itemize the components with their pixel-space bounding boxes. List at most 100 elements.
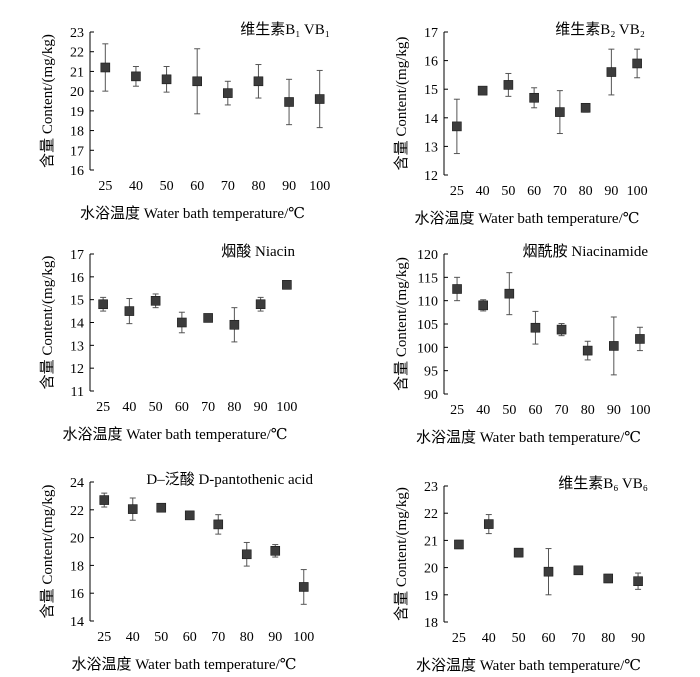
x-tick-label: 25 <box>452 631 466 646</box>
x-tick-label: 25 <box>450 184 464 199</box>
data-point-marker <box>452 284 462 294</box>
x-tick-label: 90 <box>268 630 282 645</box>
x-tick-label: 80 <box>581 403 595 418</box>
x-tick-label: 50 <box>160 179 174 194</box>
x-tick-label: 70 <box>211 630 225 645</box>
y-tick-label: 14 <box>424 112 438 127</box>
data-point-marker <box>156 502 167 513</box>
y-tick-label: 90 <box>424 388 438 403</box>
data-point-marker <box>284 97 294 107</box>
data-point-marker <box>255 299 266 310</box>
y-tick-label: 15 <box>70 294 84 309</box>
data-point-marker <box>177 317 187 328</box>
x-tick-label: 100 <box>276 400 297 415</box>
x-tick-label: 40 <box>126 630 140 645</box>
y-tick-label: 24 <box>70 476 84 491</box>
data-point-marker <box>131 71 141 82</box>
y-tick-label: 12 <box>424 169 438 184</box>
x-tick-label: 90 <box>282 179 296 194</box>
data-point-marker <box>606 67 617 77</box>
data-point-marker <box>513 547 524 558</box>
y-tick-label: 19 <box>70 105 84 120</box>
data-point-marker <box>192 76 202 87</box>
data-point-marker <box>633 576 643 587</box>
data-point-marker <box>100 62 111 73</box>
x-tick-label: 100 <box>629 403 650 418</box>
x-tick-label: 70 <box>571 631 585 646</box>
panel-6-x-axis-title: 水浴温度 Water bath temperature/℃ <box>416 657 641 674</box>
data-point-marker <box>223 88 233 98</box>
data-point-marker <box>477 85 488 96</box>
x-tick-label: 40 <box>129 179 143 194</box>
panel-3-title: 烟酸 Niacin <box>221 243 295 260</box>
data-point-marker <box>503 80 514 90</box>
x-tick-label: 60 <box>175 400 189 415</box>
panel-4-title: 烟酰胺 Niacinamide <box>523 243 649 260</box>
y-tick-label: 21 <box>424 534 438 549</box>
data-point-marker <box>127 504 138 514</box>
x-tick-label: 40 <box>476 184 490 199</box>
data-point-marker <box>241 549 252 560</box>
y-tick-label: 17 <box>70 248 84 263</box>
data-point-marker <box>603 573 614 584</box>
x-tick-label: 80 <box>601 631 615 646</box>
y-tick-label: 17 <box>70 144 84 159</box>
data-point-marker <box>98 299 108 310</box>
y-tick-label: 19 <box>424 589 438 604</box>
x-tick-label: 50 <box>512 631 526 646</box>
data-point-marker <box>580 102 591 113</box>
y-tick-label: 20 <box>70 532 84 547</box>
x-tick-label: 70 <box>201 400 215 415</box>
y-tick-label: 14 <box>70 317 84 332</box>
data-point-marker <box>298 582 309 592</box>
y-tick-label: 18 <box>70 125 84 140</box>
x-tick-label: 25 <box>450 403 464 418</box>
data-point-marker <box>150 296 161 306</box>
data-point-marker <box>213 519 224 530</box>
x-tick-label: 100 <box>309 179 330 194</box>
panel-2-title: 维生素B₂ VB₂ <box>555 21 645 38</box>
y-tick-label: 23 <box>70 26 84 41</box>
x-tick-label: 90 <box>631 631 645 646</box>
data-point-marker <box>504 288 515 299</box>
data-point-marker <box>556 324 567 335</box>
x-tick-label: 50 <box>149 400 163 415</box>
y-tick-label: 120 <box>417 248 438 263</box>
data-point-marker <box>161 74 172 85</box>
y-tick-label: 13 <box>70 339 84 354</box>
panel-4-x-axis-title: 水浴温度 Water bath temperature/℃ <box>416 429 641 446</box>
x-tick-label: 100 <box>627 184 648 199</box>
y-tick-label: 110 <box>418 295 438 310</box>
data-point-marker <box>478 300 488 311</box>
y-tick-label: 18 <box>70 559 84 574</box>
x-tick-label: 70 <box>553 184 567 199</box>
x-tick-label: 40 <box>482 631 496 646</box>
x-tick-label: 80 <box>251 179 265 194</box>
panel-6-title: 维生素B₆ VB₆ <box>558 475 648 492</box>
panel-2-y-axis-title: 含量 Content/(mg/kg) <box>393 37 410 171</box>
data-point-marker <box>543 566 554 577</box>
y-tick-label: 17 <box>424 26 438 41</box>
data-point-marker <box>555 107 565 117</box>
x-tick-label: 90 <box>607 403 621 418</box>
y-tick-label: 105 <box>417 318 438 333</box>
x-tick-label: 50 <box>502 403 516 418</box>
y-tick-label: 21 <box>70 65 84 80</box>
data-point-marker <box>573 565 584 576</box>
y-tick-label: 20 <box>424 562 438 577</box>
y-tick-label: 115 <box>418 271 438 286</box>
y-tick-label: 18 <box>424 616 438 631</box>
panel-5-title: D–泛酸 D-pantothenic acid <box>146 471 313 488</box>
data-point-marker <box>529 92 539 103</box>
x-tick-label: 80 <box>227 400 241 415</box>
x-tick-label: 70 <box>555 403 569 418</box>
panel-4-y-axis-title: 含量 Content/(mg/kg) <box>393 257 410 391</box>
data-point-marker <box>582 345 593 356</box>
x-tick-label: 40 <box>476 403 490 418</box>
data-point-marker <box>99 495 110 505</box>
data-point-marker <box>314 94 325 104</box>
x-tick-label: 80 <box>240 630 254 645</box>
data-point-marker <box>609 341 619 351</box>
y-tick-label: 23 <box>424 480 438 495</box>
